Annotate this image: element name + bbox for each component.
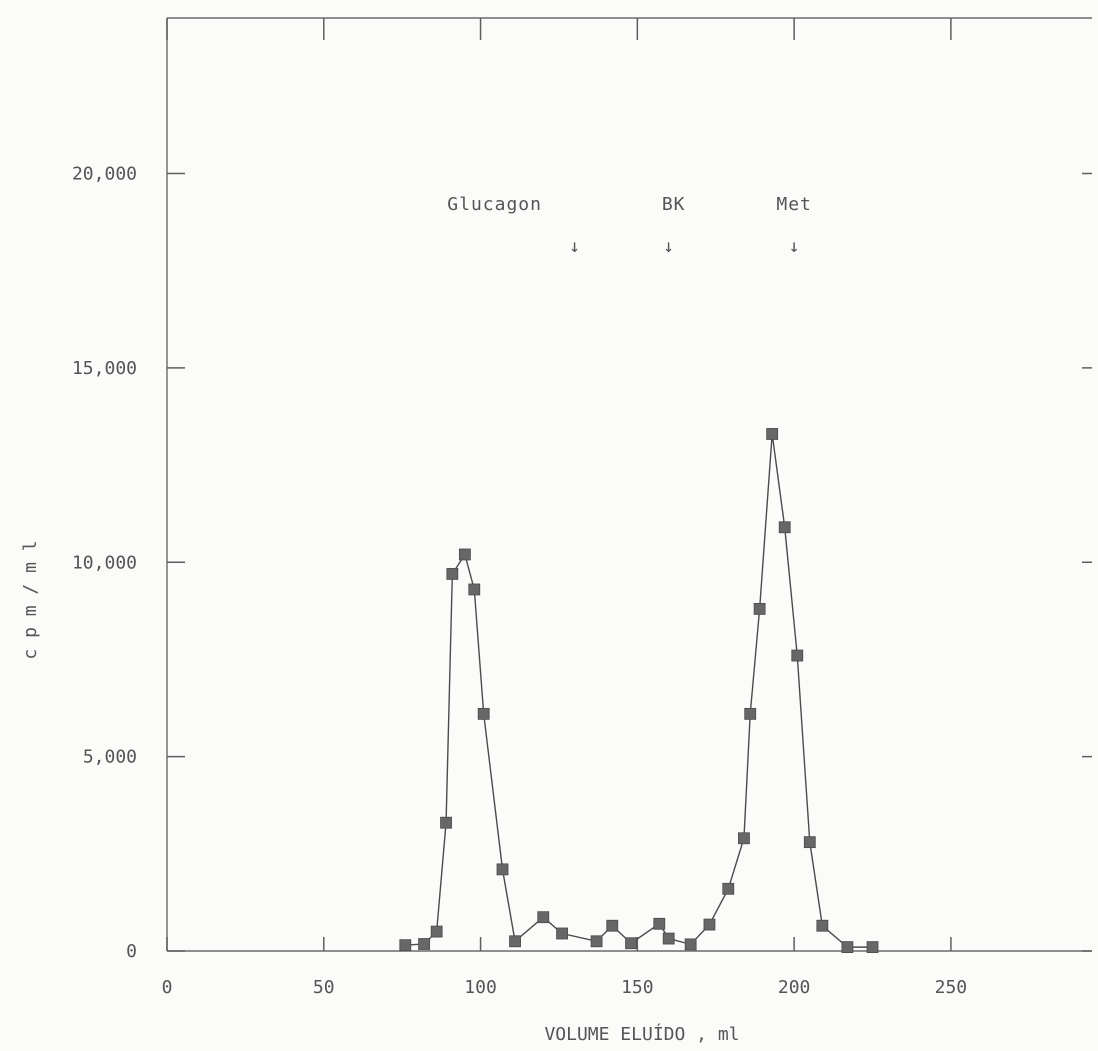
x-tick-label: 150 xyxy=(621,977,654,998)
series-line xyxy=(405,433,873,948)
data-point xyxy=(430,925,443,938)
data-point xyxy=(803,836,816,849)
data-point xyxy=(662,932,675,945)
labels-layer: 0 50 100 150 200 250 0 5,000 10,000 15,000 20,000 V… xyxy=(20,164,967,1046)
data-point xyxy=(458,548,471,561)
data-point xyxy=(537,911,550,924)
data-point xyxy=(722,882,735,895)
data-point xyxy=(468,583,481,596)
y-tick-label: 10,000 xyxy=(72,552,137,573)
annotation-label: BK xyxy=(662,194,686,215)
series-layer xyxy=(399,428,879,954)
annotation-label: Glucagon xyxy=(447,194,542,215)
y-tick-label: 20,000 xyxy=(72,164,137,185)
axes-layer xyxy=(166,17,1092,952)
y-axis-label: c p m / m l xyxy=(20,540,41,659)
data-point xyxy=(446,568,459,580)
data-point xyxy=(866,941,879,954)
data-point xyxy=(399,939,412,952)
annotation-layer: Glucagon ↓ BK ↓ Met ↓ xyxy=(447,194,812,257)
data-point xyxy=(625,937,637,950)
data-point xyxy=(606,919,619,932)
data-point xyxy=(590,935,603,948)
data-point xyxy=(778,521,791,534)
data-point xyxy=(744,707,757,720)
x-tick-label: 250 xyxy=(935,977,968,998)
data-point xyxy=(556,927,568,940)
data-point xyxy=(440,816,452,829)
data-point xyxy=(791,649,804,662)
data-point xyxy=(418,938,431,950)
x-tick-label: 50 xyxy=(313,977,335,998)
data-point xyxy=(753,603,766,615)
x-axis-label: VOLUME ELUÍDO , ml xyxy=(544,1023,739,1045)
ticks-layer xyxy=(166,18,1092,952)
annotation-label: Met xyxy=(776,194,812,215)
data-point xyxy=(684,938,697,951)
y-tick-label: 0 xyxy=(126,941,137,962)
data-point xyxy=(477,707,490,720)
data-point xyxy=(653,917,666,930)
annotation-arrow: ↓ xyxy=(569,236,580,257)
data-point xyxy=(703,918,716,931)
x-tick-label: 0 xyxy=(162,977,173,998)
x-tick-label: 100 xyxy=(464,977,497,998)
data-point xyxy=(766,428,779,440)
annotation-arrow: ↓ xyxy=(789,236,800,257)
annotation-arrow: ↓ xyxy=(663,236,674,257)
data-point xyxy=(738,832,750,845)
data-point xyxy=(841,941,854,954)
data-point xyxy=(509,935,521,948)
y-tick-label: 5,000 xyxy=(83,747,137,768)
data-point xyxy=(496,863,509,876)
data-point xyxy=(816,919,829,932)
y-tick-label: 15,000 xyxy=(72,358,137,379)
x-tick-label: 200 xyxy=(778,977,811,998)
